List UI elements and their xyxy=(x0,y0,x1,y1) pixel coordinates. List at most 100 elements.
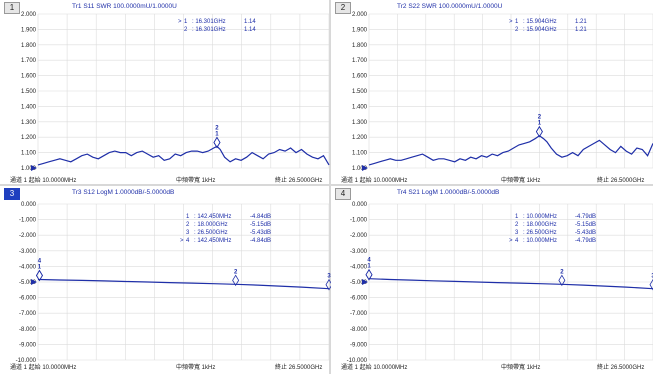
active-marker-indicator: > xyxy=(180,238,184,244)
panel-number[interactable]: 4 xyxy=(335,188,351,200)
y-tick-label: 1.700 xyxy=(352,58,368,64)
trace-title: Tr4 S21 LogM 1.0000dB/-5.0000dB xyxy=(397,189,500,196)
y-tick-label: 1.600 xyxy=(352,74,368,80)
y-tick-label: -4.000 xyxy=(350,264,368,270)
chart-panel-4[interactable]: 4 Tr4 S21 LogM 1.0000dB/-5.0000dB 0.000 -… xyxy=(331,186,653,374)
y-tick-label: -3.000 xyxy=(19,249,37,255)
reference-level-arrow xyxy=(31,279,37,285)
marker-frequency: : 26.500GHz xyxy=(523,230,557,236)
stop-frequency: 終止 26.5000GHz xyxy=(275,178,323,184)
panel-divider-vertical xyxy=(329,0,331,374)
marker-value: 1.21 xyxy=(575,19,587,25)
marker-label: 3 xyxy=(651,274,653,280)
marker-id: 2 xyxy=(184,27,188,33)
marker-frequency: : 16.301GHz xyxy=(192,27,226,33)
if-bandwidth: 中頻帶寬 1kHz xyxy=(176,178,216,184)
panel-number[interactable]: 1 xyxy=(4,2,20,14)
marker-label: 2 xyxy=(560,269,564,275)
if-bandwidth: 中頻帶寬 1kHz xyxy=(176,365,216,371)
marker-row: 2: 18.000GHz -5.15dB xyxy=(509,221,596,229)
marker-id: 4 xyxy=(515,238,519,244)
marker-value: 1.21 xyxy=(575,27,587,33)
marker-label: 2 xyxy=(234,269,238,275)
marker-row: >4: 142.450MHz -4.84dB xyxy=(180,237,271,245)
y-tick-label: 1.800 xyxy=(352,43,368,49)
stop-frequency: 終止 26.5000GHz xyxy=(597,365,645,371)
y-tick-label: 1.400 xyxy=(21,104,37,110)
chart-panel-1[interactable]: 1 Tr1 S11 SWR 100.0000mU/1.0000U 2.000 1.… xyxy=(0,0,330,184)
marker-id: 3 xyxy=(186,230,190,236)
active-marker-indicator: > xyxy=(509,19,513,25)
trace-title: Tr2 S22 SWR 100.0000mU/1.0000U xyxy=(397,3,503,10)
y-tick-label: -8.000 xyxy=(350,327,368,333)
marker-label: 2 xyxy=(538,115,542,121)
y-tick-label: 1.800 xyxy=(21,43,37,49)
marker-row: 2 : 15.904GHz 1.21 xyxy=(509,26,587,34)
y-tick-label: 1.900 xyxy=(352,27,368,33)
active-marker-indicator: > xyxy=(178,19,182,25)
marker-row: 2: 16.301GHz 1.14 xyxy=(178,26,256,34)
y-tick-label: 1.100 xyxy=(352,151,368,157)
trace-line xyxy=(37,145,330,166)
y-tick-label: -2.000 xyxy=(19,233,37,239)
panel-number[interactable]: 2 xyxy=(335,2,351,14)
y-tick-label: 2.000 xyxy=(352,12,368,18)
marker-value: -4.84dB xyxy=(250,238,272,244)
y-tick-label: 1.500 xyxy=(352,89,368,95)
plot-area: 2.000 1.900 1.800 1.700 1.600 1.500 1.400 1.300… xyxy=(21,12,330,172)
if-bandwidth: 中頻帶寬 1kHz xyxy=(501,178,541,184)
marker-value: -4.84dB xyxy=(250,214,272,220)
panel-divider-horizontal xyxy=(0,184,653,186)
y-tick-label: -10.000 xyxy=(16,358,37,364)
marker-frequency: : 18.000GHz xyxy=(194,222,228,228)
trace-line xyxy=(368,134,653,166)
marker-frequency: : 16.301GHz xyxy=(192,19,226,25)
marker-label: 1 xyxy=(38,265,42,271)
plot-area: 0.000 -1.000 -2.000 -3.000 -4.000 -5.000 -6.00… xyxy=(16,202,333,364)
chart-panel-3[interactable]: 3 Tr3 S12 LogM 1.0000dB/-5.0000dB 0.000 -… xyxy=(0,186,333,374)
reference-level-arrow xyxy=(362,279,368,285)
marker-id: 1 xyxy=(184,19,188,25)
marker-label: 4 xyxy=(38,259,42,265)
start-frequency: 通道 1 起始 10.0000MHz xyxy=(10,365,77,371)
marker-frequency: : 15.904GHz xyxy=(523,27,557,33)
start-frequency: 通道 1 起始 10.0000MHz xyxy=(341,178,408,184)
sweep-footer: 通道 1 起始 10.0000MHz 中頻帶寬 1kHz 終止 26.5000G… xyxy=(0,174,329,184)
y-tick-label: 1.500 xyxy=(21,89,37,95)
y-tick-label: -8.000 xyxy=(19,327,37,333)
marker-row: 2: 18.000GHz -5.15dB xyxy=(180,221,271,229)
marker-frequency: : 26.500GHz xyxy=(194,230,228,236)
panel-number[interactable]: 3 xyxy=(4,188,20,200)
y-tick-label: -2.000 xyxy=(350,233,368,239)
marker-value: -5.43dB xyxy=(575,230,597,236)
marker-frequency: : 18.000GHz xyxy=(523,222,557,228)
marker-id: 1 xyxy=(186,214,190,220)
y-tick-label: -7.000 xyxy=(19,311,37,317)
chart-panel-2[interactable]: 2 Tr2 S22 SWR 100.0000mU/1.0000U 2.000 1.… xyxy=(331,0,653,184)
y-tick-label: 0.000 xyxy=(352,202,368,208)
marker-symbol xyxy=(35,269,43,282)
marker-symbol xyxy=(558,274,566,287)
y-tick-label: -6.000 xyxy=(350,296,368,302)
marker-row: 3: 26.500GHz -5.43dB xyxy=(180,229,271,237)
y-tick-label: 1.900 xyxy=(21,27,37,33)
marker-id: 2 xyxy=(515,27,519,33)
marker-value: -5.15dB xyxy=(250,222,272,228)
y-tick-label: 1.300 xyxy=(21,120,37,126)
marker-label: 1 xyxy=(367,264,371,270)
marker-frequency: : 142.450MHz xyxy=(194,214,232,220)
y-tick-label: -1.000 xyxy=(350,218,368,224)
y-tick-label: 1.400 xyxy=(352,104,368,110)
sweep-footer: 通道 1 起始 10.0000MHz 中頻帶寬 1kHz 終止 26.5000G… xyxy=(0,361,329,371)
plot-area: 2.000 1.900 1.800 1.700 1.600 1.500 1.400 1.300… xyxy=(352,12,653,172)
active-marker-indicator: > xyxy=(509,238,513,244)
marker-id: 3 xyxy=(515,230,519,236)
y-tick-label: -4.000 xyxy=(19,264,37,270)
marker-id: 2 xyxy=(515,222,519,228)
marker-symbol xyxy=(365,268,373,281)
marker-value: 1.14 xyxy=(244,19,256,25)
marker-label: 1 xyxy=(538,121,542,127)
marker-row: 3 : 26.500GHz -5.43dB xyxy=(509,229,596,237)
y-tick-label: -5.000 xyxy=(19,280,37,286)
trace-title: Tr3 S12 LogM 1.0000dB/-5.0000dB xyxy=(72,189,175,196)
